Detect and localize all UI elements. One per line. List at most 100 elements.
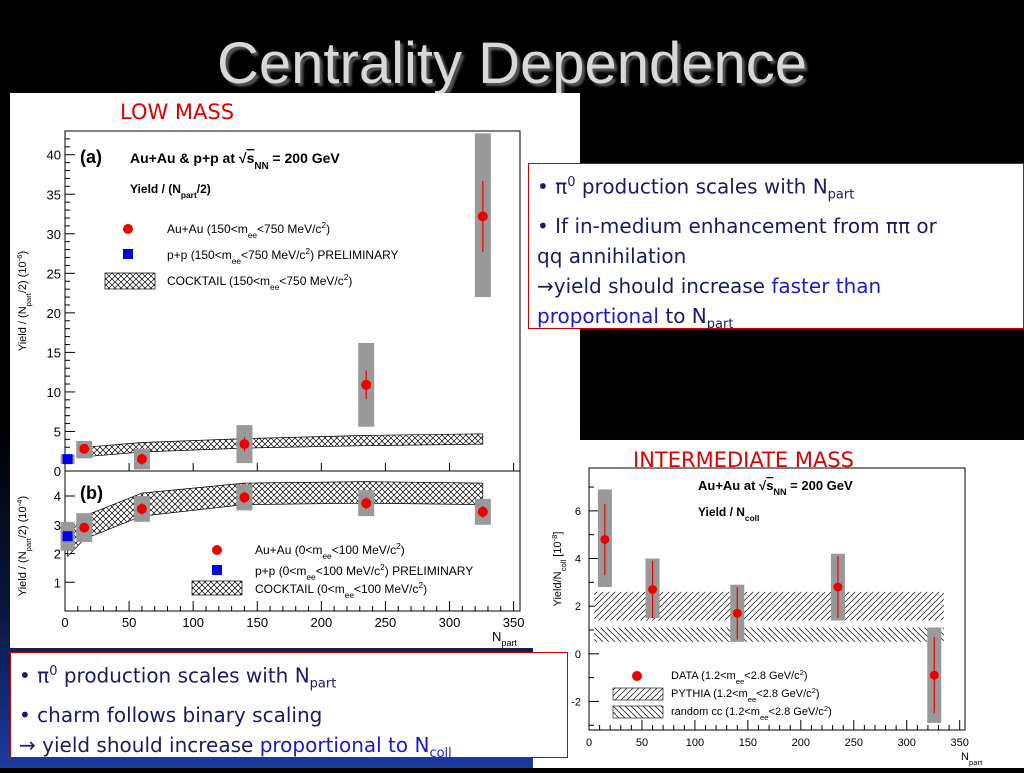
top-box-line-3: qq annihilation xyxy=(537,243,687,268)
auau-point-b-0 xyxy=(79,522,90,533)
x-tick-label-c: 150 xyxy=(739,737,757,749)
x-tick-label-b: 250 xyxy=(375,615,397,630)
data-point-c-1 xyxy=(648,584,658,594)
y-tick-label-c: 4 xyxy=(575,554,581,566)
x-tick-label-c: 50 xyxy=(636,737,648,749)
y-tick-label-a: 5 xyxy=(54,424,61,439)
intermediate-mass-plot: -2 0 2 4 6 0 50 100 150 200 250 300 350 Npart Yield/Nc… xyxy=(550,467,983,767)
y-tick-label-b: 4 xyxy=(54,489,61,504)
y-tick-label-b: 3 xyxy=(54,518,61,533)
legend-auau-b: Au+Au (0<mee<100 MeV/c2) xyxy=(255,541,405,561)
x-tick-label-b: 0 xyxy=(61,615,68,630)
panel-a-subtitle: Yield / (Npart/2) xyxy=(130,182,211,200)
panel-a: 0 5 10 15 20 25 30 35 40 Yield / (Npart/2) (10-6)… xyxy=(15,130,521,479)
top-box-line-5: proportional to Npart xyxy=(537,303,734,332)
top-explanation-box: • π0 production scales with Npart • If i… xyxy=(528,163,1024,332)
panel-c-title: Au+Au at √sNN = 200 GeV xyxy=(698,478,853,497)
legend-data-c: DATA (1.2<mee<2.8 GeV/c2) xyxy=(671,668,808,686)
pi-symbol: π xyxy=(37,663,50,688)
panel-c: -2 0 2 4 6 0 50 100 150 200 250 300 350 Npart Yield/Nc… xyxy=(550,467,983,767)
y-tick-label-a: 15 xyxy=(47,345,61,360)
legend-auau-a: Au+Au (150<mee<750 MeV/c2) xyxy=(167,220,330,240)
legend-pythia-c: PYTHIA (1.2<mee<2.8 GeV/c2) xyxy=(671,686,820,704)
x-tick-label-c: 0 xyxy=(586,737,592,749)
panel-a-label: (a) xyxy=(80,147,102,167)
legend-cocktail-a: COCKTAIL (150<mee<750 MeV/c2) xyxy=(167,272,352,292)
y-tick-label-c: -2 xyxy=(571,696,581,708)
panel-c-subtitle: Yield / Ncoll xyxy=(698,505,759,523)
cocktail-band-a xyxy=(83,433,484,458)
legend-pythia-marker-c xyxy=(612,687,664,701)
low-mass-panel: 0 5 10 15 20 25 30 35 40 Yield / (Npart/2) (10-6)… xyxy=(10,93,580,648)
auau-point-a-3 xyxy=(361,379,372,390)
slide-title: Centrality Dependence xyxy=(216,31,808,96)
low-mass-label: LOW MASS xyxy=(120,100,235,124)
x-tick-label-b: 200 xyxy=(310,615,332,630)
data-point-c-3 xyxy=(833,582,843,592)
pp-point-b xyxy=(62,531,73,542)
legend-pp-a: p+p (150<mee<750 MeV/c2) PRELIMINARY xyxy=(167,246,399,266)
legend-random-cc-marker-c xyxy=(612,705,664,719)
x-axis-label-c: Npart xyxy=(961,751,983,767)
auau-point-b-4 xyxy=(477,506,488,517)
panel-a-title: Au+Au & p+p at √sNN = 200 GeV xyxy=(130,150,340,172)
y-tick-label-a: 40 xyxy=(47,148,61,163)
data-point-c-0 xyxy=(600,534,610,544)
legend-auau-marker-a xyxy=(123,224,133,234)
auau-point-a-0 xyxy=(79,443,90,454)
arrow-icon: → xyxy=(537,273,554,298)
panel-b-label: (b) xyxy=(80,483,103,503)
data-point-c-4 xyxy=(929,670,939,680)
y-tick-label-c: 0 xyxy=(575,649,581,661)
auau-point-a-1 xyxy=(136,454,147,465)
legend-data-marker-c xyxy=(632,671,642,681)
legend-pp-marker-a xyxy=(123,249,133,259)
y-axis-label-a: Yield / (Npart/2) (10-6) xyxy=(15,251,33,351)
y-tick-label-a: 30 xyxy=(47,227,61,242)
y-tick-label-c: 2 xyxy=(575,601,581,613)
top-box-line-1: • π0 production scales with Npart xyxy=(537,174,855,203)
intermediate-mass-panel: -2 0 2 4 6 0 50 100 150 200 250 300 350 Npart Yield/Nc… xyxy=(533,440,1024,768)
x-tick-label-c: 350 xyxy=(951,737,969,749)
legend-cocktail-b: COCKTAIL (0<mee<100 MeV/c2) xyxy=(255,580,427,600)
y-tick-label-b: 2 xyxy=(54,547,61,562)
auau-point-b-2 xyxy=(239,492,250,503)
y-tick-label-c: 6 xyxy=(575,506,581,518)
x-tick-label-c: 100 xyxy=(686,737,704,749)
legend-random-cc-c: random cc (1.2<mee<2.8 GeV/c2) xyxy=(671,704,832,722)
arrow-icon: → xyxy=(19,732,36,757)
x-tick-label-c: 250 xyxy=(845,737,863,749)
y-tick-label-a: 25 xyxy=(47,266,61,281)
x-tick-label-b: 300 xyxy=(439,615,461,630)
pp-point-a xyxy=(62,454,73,465)
y-tick-label-a: 10 xyxy=(47,385,61,400)
data-point-c-2 xyxy=(732,608,742,618)
legend-auau-marker-b xyxy=(212,545,222,555)
y-tick-label-a: 20 xyxy=(47,306,61,321)
bottom-box-line-1: • π0 production scales with Npart xyxy=(19,663,337,692)
legend-pp-marker-b xyxy=(212,565,222,575)
auau-point-b-3 xyxy=(361,498,372,509)
pi-symbol: π xyxy=(555,174,568,199)
x-tick-label-b: 50 xyxy=(122,615,136,630)
auau-point-a-4 xyxy=(477,211,488,222)
top-box-line-4: →yield should increase faster than xyxy=(537,273,882,298)
y-tick-label-a: 0 xyxy=(54,464,61,479)
x-tick-label-c: 300 xyxy=(898,737,916,749)
y-axis-label-c: Yield/Ncoll [10-8] xyxy=(550,532,568,607)
auau-point-a-2 xyxy=(239,439,250,450)
y-axis-label-b: Yield / (Npart/2) (10-4) xyxy=(15,496,33,596)
x-tick-label-c: 200 xyxy=(792,737,810,749)
x-axis-label-b: Npart xyxy=(492,629,518,648)
top-box-line-2: • If in-medium enhancement from ππ or xyxy=(537,213,937,238)
legend-cocktail-marker-b xyxy=(191,580,243,596)
x-tick-label-b: 350 xyxy=(503,615,525,630)
intermediate-mass-label: INTERMEDIATE MASS xyxy=(633,448,854,472)
auau-point-b-1 xyxy=(136,503,147,514)
panel-c-frame xyxy=(588,467,966,731)
bottom-box-line-2: • charm follows binary scaling xyxy=(19,702,323,727)
x-tick-label-b: 100 xyxy=(182,615,204,630)
legend-cocktail-marker-a xyxy=(104,272,156,290)
